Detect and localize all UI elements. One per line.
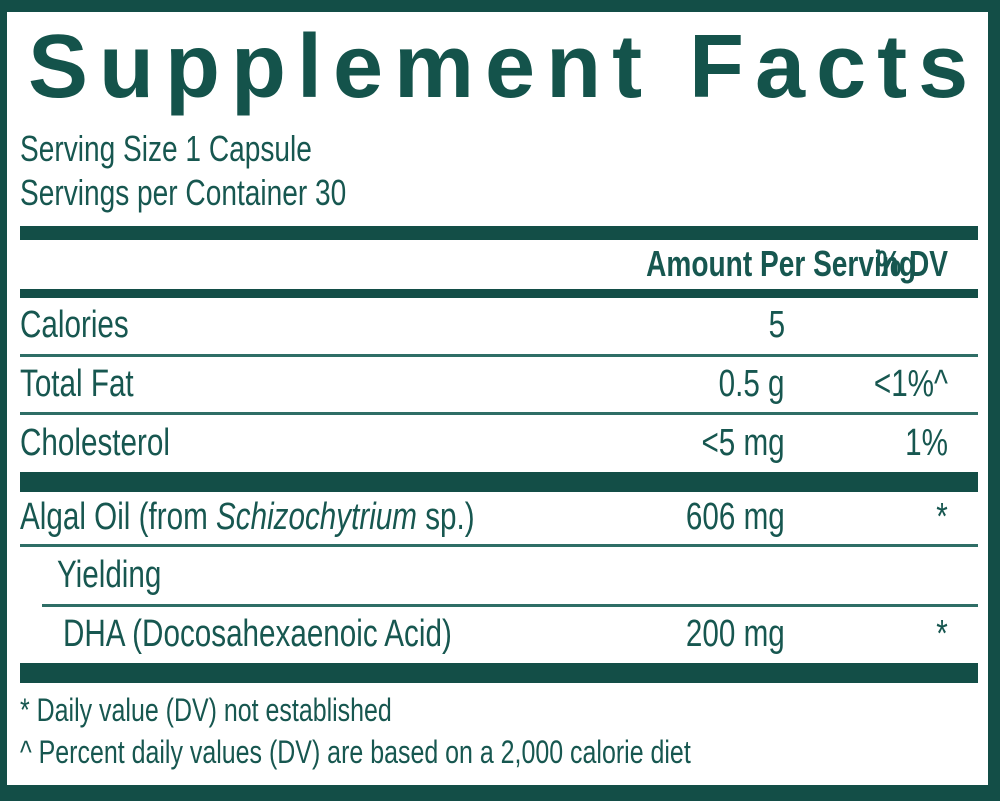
nutrient-dv: <1%^: [873, 362, 948, 405]
nutrient-amount: 200 mg: [686, 613, 785, 656]
thick-divider-top: [20, 225, 978, 240]
footnotes: * Daily value (DV) not established ^ Per…: [20, 689, 978, 773]
nutrient-name: Algal Oil (from Schizochytrium sp.): [20, 496, 475, 539]
table-header-row: Amount Per Serving % DV: [20, 240, 978, 289]
table-row: Total Fat 0.5 g <1%^: [20, 357, 978, 412]
nutrient-amount: 606 mg: [686, 496, 785, 539]
table-row: DHA (Docosahexaenoic Acid) 200 mg *: [20, 607, 978, 663]
nutrient-dv: 1%: [905, 421, 948, 464]
thick-divider-bottom: [20, 662, 978, 683]
row-divider: [20, 543, 978, 547]
nutrient-amount: <5 mg: [701, 421, 785, 464]
header-percent-dv: % DV: [876, 243, 948, 285]
row-divider-indented: [42, 603, 978, 607]
nutrient-name: Calories: [20, 304, 129, 347]
footnote-percent-daily-values: ^ Percent daily values (DV) are based on…: [20, 733, 691, 770]
thick-divider-middle: [20, 471, 978, 492]
table-row: Yielding: [20, 547, 978, 604]
nutrient-dv: *: [936, 496, 948, 539]
header-divider: [20, 288, 978, 298]
nutrient-name: Total Fat: [20, 362, 134, 405]
row-divider: [20, 353, 978, 357]
label-title: Supplement Facts: [28, 17, 980, 117]
nutrient-name: DHA (Docosahexaenoic Acid): [63, 613, 452, 656]
nutrient-dv: *: [936, 613, 948, 656]
nutrient-name: Yielding: [57, 553, 162, 596]
nutrient-amount: 5: [768, 304, 785, 347]
row-divider: [20, 411, 978, 415]
table-row: Cholesterol <5 mg 1%: [20, 415, 978, 472]
servings-per-container-line: Servings per Container 30: [20, 172, 978, 214]
table-row: Algal Oil (from Schizochytrium sp.) 606 …: [20, 492, 978, 544]
serving-size-line: Serving Size 1 Capsule: [20, 128, 978, 170]
header-amount-per-serving: Amount Per Serving: [646, 243, 917, 285]
footnote-dv-not-established: * Daily value (DV) not established: [20, 691, 392, 728]
nutrient-name: Cholesterol: [20, 421, 170, 464]
nutrient-amount: 0.5 g: [719, 362, 785, 405]
serving-size-text: Serving Size 1 Capsule: [20, 127, 312, 169]
servings-per-container-text: Servings per Container 30: [20, 171, 347, 213]
table-row: Calories 5: [20, 298, 978, 354]
